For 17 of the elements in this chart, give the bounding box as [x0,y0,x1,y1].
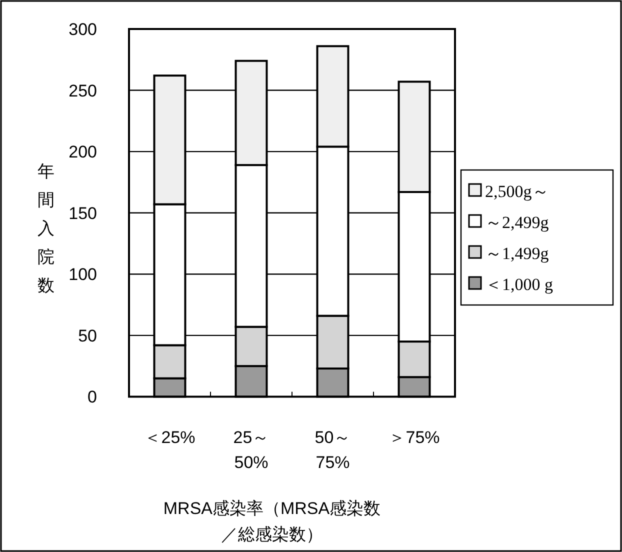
x-tick-label: ＜25% [144,428,196,447]
x-tick-label: ＞75% [388,428,440,447]
x-tick-label: 50～75% [314,428,351,472]
legend-label: ＜1,000 g [485,275,554,294]
y-tick-label: 100 [68,265,97,284]
y-tick-label: 200 [68,142,97,162]
legend-label: ～1,499g [485,244,550,263]
y-tick-label: 0 [88,388,97,407]
y-tick-label: 150 [68,204,97,223]
x-axis-title: MRSA感染率（MRSA感染数／総感染数） [163,499,381,544]
legend-label: ～2,499g [485,213,550,232]
y-axis-title: 年間入院数 [38,162,54,295]
y-tick-label: 250 [68,81,97,100]
y-tick-label: 300 [68,20,97,39]
legend-label: 2,500g～ [485,182,549,201]
x-tick-label: 25～50% [233,428,270,472]
y-tick-label: 50 [78,326,97,346]
